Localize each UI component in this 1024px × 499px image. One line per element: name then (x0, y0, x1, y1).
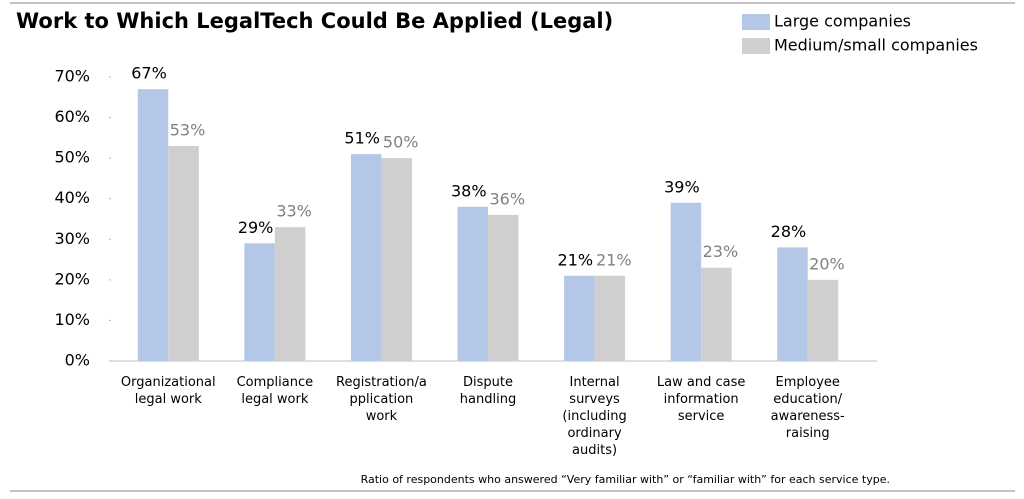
x-tick-label: Organizational legal work (120, 375, 216, 407)
bar (594, 275, 626, 361)
value-label: 28% (771, 222, 807, 241)
y-tick-label: 30% (54, 229, 90, 248)
legend-swatch (742, 38, 770, 54)
bar (274, 227, 306, 361)
bar (168, 145, 199, 361)
y-tick-label: 0% (65, 351, 90, 370)
y-tick-label: 60% (54, 107, 90, 126)
x-tick-label: Internal surveys (including ordinary aud… (562, 375, 627, 458)
y-tick-label: 50% (54, 148, 90, 167)
legend-label: Large companies (774, 12, 911, 31)
value-label: 53% (170, 120, 206, 139)
bar (137, 89, 169, 362)
value-label: 50% (383, 133, 419, 152)
value-label: 21% (596, 250, 632, 269)
value-label: 29% (238, 218, 274, 237)
value-label: 67% (131, 64, 167, 83)
chart-title: Work to Which LegalTech Could Be Applied… (16, 9, 613, 33)
legend-swatch (742, 14, 770, 30)
value-label: 38% (451, 181, 487, 200)
legend-label: Medium/small companies (774, 36, 978, 55)
value-label: 23% (703, 242, 739, 261)
x-tick-label: Law and case information service (656, 375, 746, 424)
value-label: 36% (489, 189, 525, 208)
y-tick-label: 40% (54, 188, 90, 207)
x-tick-label: Registration/a pplication work (336, 375, 427, 424)
x-tick-label: Dispute handling (459, 375, 517, 407)
value-label: 39% (664, 177, 700, 196)
x-tick-label: Employee education/ awareness- raising (770, 375, 845, 441)
bar (350, 154, 382, 361)
value-label: 33% (276, 202, 312, 221)
value-label: 21% (558, 250, 594, 269)
y-tick-label: 10% (54, 310, 90, 329)
bar (488, 214, 519, 361)
bar (777, 247, 808, 361)
value-label: 20% (809, 254, 845, 273)
bar (244, 243, 275, 361)
bar (457, 206, 488, 361)
value-label: 51% (344, 129, 380, 148)
bar (807, 279, 839, 361)
bar (670, 202, 702, 361)
bar (381, 158, 412, 361)
bar (701, 267, 732, 361)
y-tick-label: 20% (54, 269, 90, 288)
footnote: Ratio of respondents who answered “Very … (361, 473, 890, 486)
y-tick-label: 70% (54, 67, 90, 86)
bar (564, 275, 595, 361)
x-tick-label: Compliance legal work (236, 375, 314, 407)
